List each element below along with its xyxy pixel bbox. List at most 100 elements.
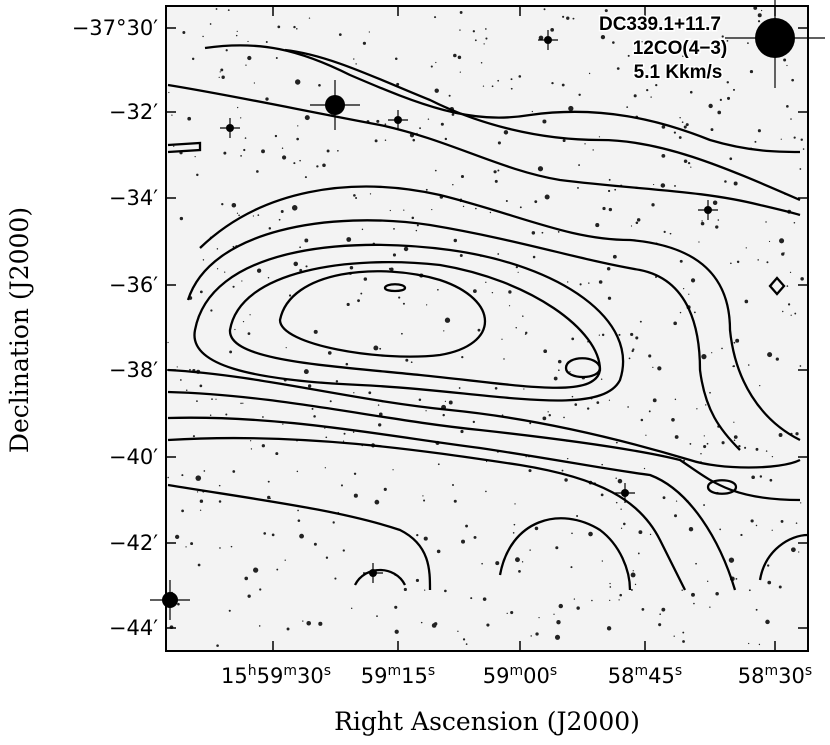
star xyxy=(709,391,711,394)
star xyxy=(219,547,221,549)
star xyxy=(675,500,678,502)
star xyxy=(177,602,180,606)
star xyxy=(457,55,462,60)
star xyxy=(786,105,789,108)
star xyxy=(631,349,634,353)
star xyxy=(615,477,617,480)
star xyxy=(683,288,685,290)
star xyxy=(703,504,706,506)
star xyxy=(753,6,758,10)
star xyxy=(394,605,398,609)
star xyxy=(588,282,590,284)
star xyxy=(646,88,649,92)
star xyxy=(662,496,666,500)
star xyxy=(683,125,687,129)
y-tick-label: −37°30′ xyxy=(72,16,159,40)
star xyxy=(679,311,682,314)
star xyxy=(256,170,259,173)
star xyxy=(474,39,477,42)
star xyxy=(384,139,387,141)
star xyxy=(639,320,642,323)
star xyxy=(482,597,487,601)
star xyxy=(191,57,195,61)
star xyxy=(261,444,265,448)
star xyxy=(430,65,433,68)
star xyxy=(673,635,675,637)
star xyxy=(683,159,688,163)
star xyxy=(209,414,212,416)
star xyxy=(257,214,260,216)
star xyxy=(472,420,476,424)
star xyxy=(721,35,724,38)
stars xyxy=(150,0,825,647)
star xyxy=(691,592,695,597)
star xyxy=(651,203,655,207)
star xyxy=(758,643,761,646)
star xyxy=(733,439,736,441)
star xyxy=(802,148,805,150)
star xyxy=(674,185,676,187)
star xyxy=(459,253,463,257)
star xyxy=(547,411,549,413)
star xyxy=(465,524,468,528)
star xyxy=(712,200,718,206)
star xyxy=(424,589,426,591)
y-tick-label: −32′ xyxy=(109,100,158,124)
star xyxy=(658,623,662,627)
star xyxy=(453,238,458,243)
star xyxy=(732,365,734,368)
star xyxy=(281,147,284,149)
star xyxy=(620,527,623,529)
star xyxy=(186,389,188,391)
star xyxy=(561,469,564,472)
star xyxy=(513,523,516,526)
star xyxy=(537,166,544,172)
star xyxy=(584,143,586,145)
star xyxy=(602,206,606,211)
star xyxy=(460,429,464,434)
star xyxy=(588,531,593,537)
star xyxy=(595,223,600,228)
star xyxy=(556,620,561,625)
star xyxy=(759,475,763,478)
star xyxy=(754,140,757,143)
star xyxy=(472,30,476,33)
star xyxy=(612,41,615,44)
star xyxy=(616,67,620,70)
star xyxy=(688,293,690,295)
star xyxy=(392,253,396,257)
star xyxy=(265,97,269,101)
star xyxy=(230,545,233,548)
star xyxy=(311,407,314,410)
star xyxy=(481,562,483,565)
star xyxy=(343,432,346,435)
star xyxy=(534,200,538,204)
star xyxy=(588,72,591,75)
star xyxy=(695,66,698,69)
star xyxy=(690,166,692,168)
star xyxy=(562,15,565,18)
ticks xyxy=(166,6,808,651)
star xyxy=(767,352,773,358)
y-tick-label: −34′ xyxy=(109,186,158,210)
star xyxy=(707,580,709,583)
star xyxy=(179,379,182,381)
star xyxy=(461,356,464,359)
star xyxy=(558,603,563,609)
star xyxy=(655,84,658,87)
star xyxy=(274,134,278,138)
star xyxy=(403,209,405,211)
star xyxy=(706,442,709,445)
star xyxy=(389,267,394,272)
star xyxy=(418,398,422,402)
star xyxy=(578,93,581,96)
star xyxy=(305,265,308,268)
star xyxy=(405,358,409,362)
star xyxy=(759,384,761,387)
star xyxy=(431,208,433,211)
star xyxy=(572,17,575,20)
star xyxy=(394,57,398,61)
star xyxy=(534,526,539,531)
star xyxy=(640,418,644,422)
star xyxy=(779,238,785,244)
